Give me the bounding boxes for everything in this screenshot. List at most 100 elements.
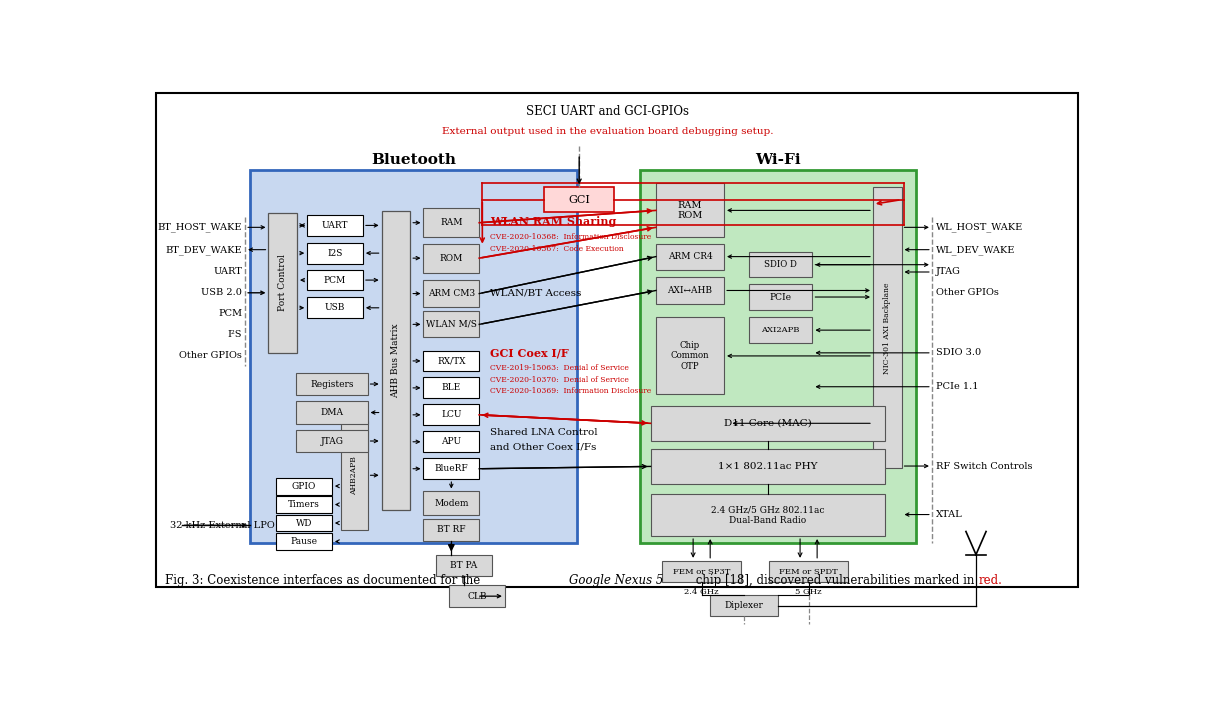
Text: PCM: PCM [324,275,346,285]
Bar [750,252,812,278]
Text: GPIO: GPIO [292,482,316,491]
Bar [341,421,368,530]
Text: PCIe: PCIe [770,292,792,301]
Bar [872,187,901,468]
Text: AXI2APB: AXI2APB [762,326,800,334]
Text: PCIe 1.1: PCIe 1.1 [936,382,978,391]
Text: XTAL: XTAL [936,510,963,519]
Text: red.: red. [978,574,1003,587]
Bar [656,184,724,238]
Bar [662,561,741,583]
Text: chip [18], discovered vulnerabilities marked in: chip [18], discovered vulnerabilities ma… [692,574,977,587]
Text: and Other Coex I/Fs: and Other Coex I/Fs [490,442,596,451]
Text: CVE-2020-10370:  Denial of Service: CVE-2020-10370: Denial of Service [490,376,629,384]
Text: Bluetooth: Bluetooth [371,153,455,167]
Text: JTAG: JTAG [936,268,960,276]
Bar [651,406,884,441]
Text: WLAN M/S: WLAN M/S [425,320,477,329]
Text: Timers: Timers [288,500,321,509]
Text: D11 Core (MAC): D11 Core (MAC) [724,418,811,428]
Bar [423,491,480,515]
Text: Registers: Registers [310,379,354,388]
Text: SDIO D: SDIO D [764,260,798,269]
Text: NIC-301 AXI Backplane: NIC-301 AXI Backplane [883,282,892,374]
Text: AHB Bus Matrix: AHB Bus Matrix [392,323,400,398]
Bar [545,187,615,212]
Bar [249,170,577,543]
Text: UART: UART [213,268,242,276]
Text: ARM CM3: ARM CM3 [428,289,475,298]
Bar [423,280,480,306]
Text: Google Nexus 5: Google Nexus 5 [569,574,664,587]
Text: WL_HOST_WAKE: WL_HOST_WAKE [936,222,1023,232]
Text: UART: UART [322,221,348,230]
Text: BT_HOST_WAKE: BT_HOST_WAKE [158,222,242,232]
Text: GCI Coex I/F: GCI Coex I/F [490,348,569,358]
Bar [296,373,368,395]
Bar [651,449,884,484]
Bar [769,561,848,583]
Text: CVE-2020-10369:  Information Disclosure: CVE-2020-10369: Information Disclosure [490,388,652,395]
Text: 1×1 802.11ac PHY: 1×1 802.11ac PHY [718,462,817,471]
Text: 32 kHz External LPO: 32 kHz External LPO [170,521,275,530]
Text: WLAN RAM Sharing: WLAN RAM Sharing [490,217,617,227]
Text: RF Switch Controls: RF Switch Controls [936,461,1033,470]
Bar [307,297,363,318]
Text: JTAG: JTAG [321,437,343,446]
Text: WLAN/BT Access: WLAN/BT Access [490,288,582,297]
Bar [710,595,778,616]
Text: SECI UART and GCI-GPIOs: SECI UART and GCI-GPIOs [527,105,689,118]
Bar [436,554,492,576]
Text: APU: APU [441,437,462,447]
Text: Pause: Pause [290,537,318,546]
Text: Chip
Common
OTP: Chip Common OTP [671,341,710,371]
Bar [276,496,331,513]
Text: RAM
ROM: RAM ROM [677,200,703,220]
Text: RAM: RAM [440,218,463,227]
Text: CLB: CLB [468,592,487,601]
Text: I2S: I2S [328,249,342,258]
Text: BlueRF: BlueRF [435,464,469,473]
Text: WD: WD [295,519,312,528]
Text: AHB2APB: AHB2APB [351,456,358,495]
Bar [276,515,331,531]
Text: USB 2.0: USB 2.0 [201,288,242,297]
Text: CVE-2019-15063:  Denial of Service: CVE-2019-15063: Denial of Service [490,365,629,372]
Text: Shared LNA Control: Shared LNA Control [490,428,598,437]
Bar [269,212,298,353]
Text: 2.4 GHz: 2.4 GHz [684,587,719,596]
Text: USB: USB [325,304,346,313]
Text: AXI↔AHB: AXI↔AHB [668,286,712,295]
Bar [423,243,480,273]
Bar [423,431,480,452]
Bar [449,585,505,607]
Bar [307,243,363,264]
Bar [750,285,812,310]
Text: CVE-2020-10368:  Information Disclosure: CVE-2020-10368: Information Disclosure [490,233,652,241]
Text: FEM or SP3T: FEM or SP3T [672,568,730,576]
Bar [276,533,331,550]
Bar [382,211,410,510]
Bar [423,378,480,398]
Bar [423,208,480,238]
Text: 2.4 GHz/5 GHz 802.11ac
Dual-Band Radio: 2.4 GHz/5 GHz 802.11ac Dual-Band Radio [711,505,824,524]
Bar [656,243,724,270]
Bar [276,477,331,494]
Text: BLE: BLE [442,383,462,393]
Text: ARM CR4: ARM CR4 [668,252,712,261]
Text: BT_DEV_WAKE: BT_DEV_WAKE [165,245,242,254]
Text: Diplexer: Diplexer [725,601,764,611]
Text: WL_DEV_WAKE: WL_DEV_WAKE [936,245,1015,254]
Text: External output used in the evaluation board debugging setup.: External output used in the evaluation b… [442,127,774,135]
Bar [651,494,884,536]
Bar [656,318,724,395]
Text: Fig. 3: Coexistence interfaces as documented for the: Fig. 3: Coexistence interfaces as docume… [165,574,483,587]
Bar [423,404,480,426]
Text: LCU: LCU [441,410,462,419]
Text: PCM: PCM [218,309,242,318]
Text: FEM or SPDT: FEM or SPDT [780,568,837,576]
Bar [423,311,480,337]
Text: SDIO 3.0: SDIO 3.0 [936,348,981,358]
Bar [307,270,363,290]
Text: Wi-Fi: Wi-Fi [756,153,801,167]
